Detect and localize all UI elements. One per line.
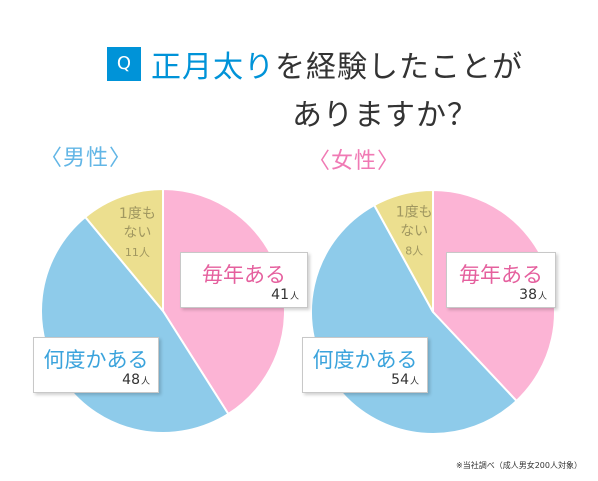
female-slice-never bbox=[372, 188, 434, 313]
question-badge: Q bbox=[107, 47, 141, 81]
male-several-times-label: 何度かある bbox=[43, 348, 149, 372]
female-every-year-label: 毎年ある bbox=[459, 263, 543, 287]
title-line-1-rest: を経験したことが bbox=[275, 50, 523, 85]
male-never-value: 11人 bbox=[125, 246, 150, 259]
male-several-times-unit: 人 bbox=[140, 377, 150, 387]
title-highlight: 正月太り bbox=[151, 50, 275, 85]
title-line-1: 正月太りを経験したことが bbox=[151, 42, 523, 86]
male-every-year-unit: 人 bbox=[289, 292, 299, 302]
male-group-label: 〈男性〉 bbox=[40, 146, 133, 171]
female-several-times-callout: 何度かある 54人 bbox=[302, 337, 428, 393]
male-several-times-callout: 何度かある 48人 bbox=[33, 337, 159, 393]
female-several-times-unit: 人 bbox=[409, 377, 419, 387]
female-never-value: 8人 bbox=[405, 245, 423, 258]
male-every-year-label: 毎年ある bbox=[202, 263, 286, 287]
female-several-times-label: 何度かある bbox=[312, 348, 418, 372]
female-never-label-line-1: 1度も bbox=[396, 205, 433, 221]
female-group-label: 〈女性〉 bbox=[308, 149, 401, 174]
male-slice-never bbox=[83, 187, 164, 314]
female-every-year-callout: 毎年ある 38人 bbox=[446, 252, 556, 308]
male-every-year-callout: 毎年ある 41人 bbox=[180, 252, 308, 308]
title-line-2: ありますか？ bbox=[292, 98, 478, 133]
male-never-label-line-2: ない bbox=[123, 225, 151, 241]
male-every-year-count: 41 bbox=[271, 287, 289, 303]
female-several-times-value: 54人 bbox=[391, 372, 419, 388]
female-several-times-count: 54 bbox=[391, 372, 409, 388]
footnote: ※当社調べ（成人男女200人対象） bbox=[456, 461, 582, 470]
female-every-year-value: 38人 bbox=[519, 287, 547, 303]
male-every-year-value: 41人 bbox=[271, 287, 299, 303]
male-several-times-count: 48 bbox=[122, 372, 140, 388]
female-every-year-unit: 人 bbox=[537, 292, 547, 302]
female-every-year-count: 38 bbox=[519, 287, 537, 303]
male-several-times-value: 48人 bbox=[122, 372, 150, 388]
male-never-label-line-1: 1度も bbox=[119, 206, 156, 222]
female-never-label-line-2: ない bbox=[400, 224, 428, 240]
